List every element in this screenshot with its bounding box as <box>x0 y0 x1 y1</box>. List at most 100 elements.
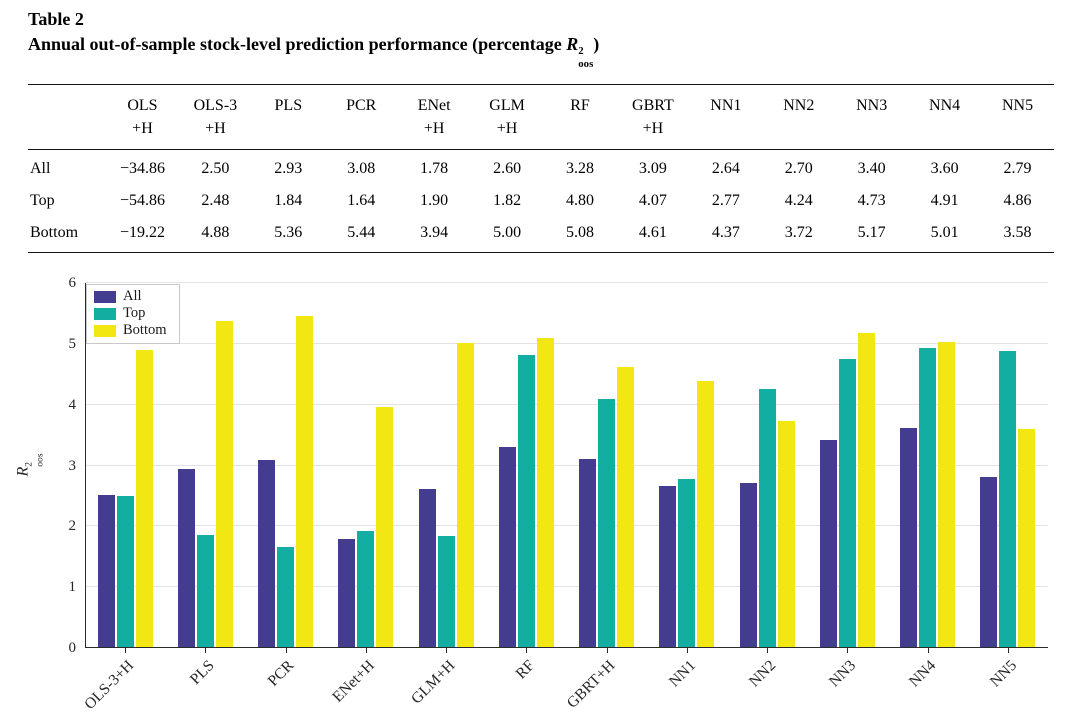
value-cell: 2.60 <box>493 159 522 177</box>
bar-bottom <box>857 332 875 647</box>
gridline <box>85 586 1048 588</box>
bar-top <box>357 531 375 647</box>
x-tick-label: GBRT+H <box>563 657 619 712</box>
x-tick-mark <box>285 648 287 653</box>
column-header: NN3 <box>835 84 909 150</box>
value-cell: 3.60 <box>930 159 959 177</box>
caption-text: Annual out-of-sample stock-level predict… <box>28 33 567 54</box>
column-header: NN2 <box>762 84 836 150</box>
value-cell: 4.86 <box>1003 191 1032 209</box>
bar-bottom <box>215 320 233 647</box>
legend-swatch <box>94 290 116 303</box>
value-cell: 4.37 <box>711 223 740 241</box>
value-cell: 3.28 <box>565 159 594 177</box>
table-label: Table 2 <box>28 9 84 29</box>
x-tick-mark <box>365 648 367 653</box>
results-table: OLS +H OLS-3 +H PLS PCR ENet +H GLM +H RF GBRT +H NN1… <box>28 84 1054 253</box>
header-row: OLS +H OLS-3 +H PLS PCR ENet +H GLM +H RF GBRT +H NN1… <box>28 84 1054 150</box>
y-tick-label: 5 <box>68 335 77 352</box>
bar-bottom <box>376 407 394 647</box>
gridline <box>85 403 1048 405</box>
value-cell: 2.50 <box>201 159 230 177</box>
value-cell: 4.73 <box>857 191 886 209</box>
results-table-body: All −34.86 2.50 2.93 3.08 1.78 2.60 3.28 3.09 2.6… <box>28 149 1054 252</box>
x-tick-mark <box>767 648 769 653</box>
table-row: Bottom −19.22 4.88 5.36 5.44 3.94 5.00 5.08 4.61… <box>28 217 1054 253</box>
row-label: Top <box>30 191 55 209</box>
x-tick-mark <box>446 648 448 653</box>
column-header: NN5 <box>981 84 1054 150</box>
x-tick-mark <box>526 648 528 653</box>
column-header: OLS +H <box>106 84 179 150</box>
bar-top <box>678 478 696 647</box>
r-squared-oos-math: R 2 oos <box>566 33 594 70</box>
x-tick-label: GLM+H <box>407 657 459 708</box>
bar-bottom <box>1018 429 1036 647</box>
value-cell: 1.64 <box>347 191 376 209</box>
table-caption: Annual out-of-sample stock-level predict… <box>28 33 1054 71</box>
bar-top <box>999 351 1017 647</box>
legend-item: Top <box>94 306 167 321</box>
x-tick-mark <box>125 648 127 653</box>
bar-top <box>437 536 455 647</box>
value-cell: −54.86 <box>119 191 165 209</box>
column-header: PLS <box>251 84 325 150</box>
y-tick-label: 6 <box>68 275 77 291</box>
x-tick-mark <box>847 648 849 653</box>
value-cell: 3.58 <box>1003 223 1032 241</box>
bar-bottom <box>938 342 956 647</box>
bar-top <box>277 547 295 647</box>
value-cell: 1.78 <box>420 159 449 177</box>
legend-swatch <box>94 324 116 337</box>
value-cell: 3.94 <box>420 223 449 241</box>
legend: All Top Bottom <box>86 284 180 344</box>
x-tick-mark <box>686 648 688 653</box>
bar-all <box>819 440 837 647</box>
x-tick-label: NN4 <box>906 657 940 691</box>
x-tick-mark <box>927 648 929 653</box>
x-tick-mark <box>1007 648 1009 653</box>
gridline <box>85 282 1048 283</box>
corner-cell <box>28 84 106 150</box>
legend-item: Bottom <box>94 323 167 338</box>
value-cell: 1.84 <box>274 191 303 209</box>
x-tick-label: PLS <box>186 657 218 688</box>
chart: R 2 oos OLS-3+H PLS PCR ENet+H GLM+H RF GBRT+H NN… <box>0 272 1080 725</box>
bar-bottom <box>697 381 715 647</box>
value-cell: 2.70 <box>784 159 813 177</box>
value-cell: 4.88 <box>201 223 230 241</box>
legend-swatch <box>94 307 116 320</box>
x-tick-label: PCR <box>264 657 298 690</box>
value-cell: 5.36 <box>274 223 303 241</box>
value-cell: 2.48 <box>201 191 230 209</box>
column-header: GBRT +H <box>616 84 690 150</box>
plot-area: OLS-3+H PLS PCR ENet+H GLM+H RF GBRT+H NN1 NN2 NN… <box>81 282 1048 713</box>
bar-all <box>97 494 115 647</box>
bar-all <box>659 486 677 647</box>
y-tick-label: 3 <box>68 457 77 474</box>
value-cell: 4.80 <box>565 191 594 209</box>
bar-bottom <box>296 316 314 647</box>
y-tick-label: 2 <box>68 518 77 535</box>
y-axis <box>85 283 86 648</box>
bar-top <box>116 496 134 647</box>
x-tick-label: NN3 <box>826 657 860 691</box>
bar-bottom <box>135 350 153 647</box>
value-cell: 5.17 <box>857 223 886 241</box>
column-header: ENet +H <box>397 84 471 150</box>
value-cell: 4.07 <box>638 191 667 209</box>
x-tick-label: ENet+H <box>329 657 378 706</box>
legend-item: All <box>94 289 167 304</box>
y-tick-label: 4 <box>68 396 77 413</box>
value-cell: 5.01 <box>930 223 959 241</box>
value-cell: 3.40 <box>857 159 886 177</box>
value-cell: 4.61 <box>638 223 667 241</box>
value-cell: 1.82 <box>493 191 522 209</box>
value-cell: −19.22 <box>119 223 165 241</box>
row-label: Bottom <box>30 223 79 241</box>
value-cell: 4.24 <box>784 191 813 209</box>
gridline <box>85 525 1048 527</box>
bar-all <box>980 477 998 647</box>
bar-top <box>196 535 214 647</box>
